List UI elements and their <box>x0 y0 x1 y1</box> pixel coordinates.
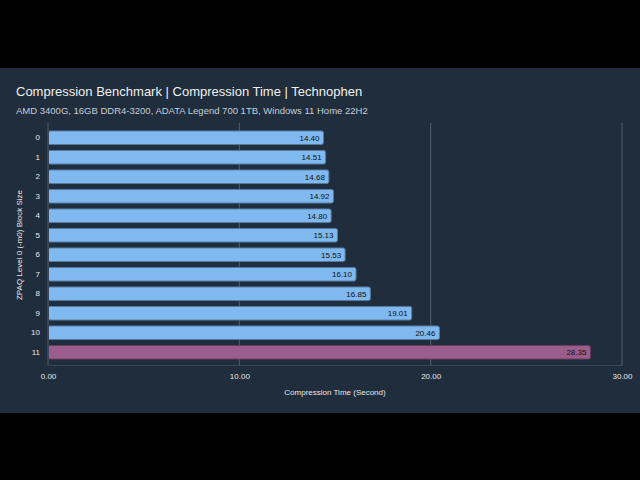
y-tick: 2 <box>36 172 48 181</box>
data-label: 19.01 <box>388 309 409 318</box>
subtitle: AMD 3400G, 16GB DDR4-3200, ADATA Legend … <box>16 105 368 116</box>
data-label: 16.10 <box>332 270 353 279</box>
y-tick: 8 <box>36 289 48 298</box>
y-tick-label: 5 <box>36 231 41 240</box>
data-label: 20.46 <box>415 329 436 338</box>
bar <box>48 228 337 242</box>
y-tick: 9 <box>36 309 48 318</box>
grid-line <box>48 123 49 365</box>
x-axis-line <box>49 365 623 366</box>
data-label: 16.85 <box>346 290 367 299</box>
y-tick-label: 4 <box>36 211 41 220</box>
y-tick-label: 3 <box>36 192 41 201</box>
data-label: 14.92 <box>309 192 330 201</box>
bar <box>48 170 329 184</box>
bar <box>48 287 370 301</box>
data-label: 15.13 <box>313 231 334 240</box>
data-label: 14.80 <box>307 212 328 221</box>
data-label: 14.68 <box>305 173 326 182</box>
x-tick: 0.00 <box>41 365 57 381</box>
grid <box>48 123 622 365</box>
y-axis: 0 1 2 3 4 5 6 7 8 9 10 11 <box>31 129 48 363</box>
bar <box>48 306 412 320</box>
y-tick: 4 <box>36 211 48 220</box>
y-tick: 6 <box>36 250 48 259</box>
x-tick-label: 10.00 <box>230 372 251 381</box>
bar <box>48 326 439 340</box>
bar <box>48 131 324 145</box>
bar <box>48 267 356 281</box>
bars <box>48 131 590 359</box>
y-tick-label: 6 <box>36 250 41 259</box>
data-label: 14.40 <box>299 134 320 143</box>
y-tick: 0 <box>36 133 48 142</box>
x-tick-label: 30.00 <box>612 372 633 381</box>
y-tick-label: 7 <box>36 270 41 279</box>
bar <box>48 189 333 203</box>
data-label: 14.51 <box>302 153 323 162</box>
y-tick: 11 <box>32 348 48 357</box>
bar <box>48 345 590 359</box>
y-tick: 7 <box>36 270 48 279</box>
y-tick-label: 11 <box>32 348 41 357</box>
grid-line <box>622 123 623 365</box>
y-tick-label: 0 <box>36 133 41 142</box>
data-labels: 14.40 14.51 14.68 14.92 14.80 15.13 15.53 16.10… <box>299 134 586 357</box>
data-label: 28.35 <box>566 348 587 357</box>
panel <box>0 68 640 413</box>
y-axis-title: ZPAQ Level 0 (-m0) Block Size <box>15 189 24 300</box>
x-tick-label: 20.00 <box>421 372 442 381</box>
chart: Compression Benchmark | Compression Time… <box>0 0 640 480</box>
y-tick-label: 8 <box>36 289 41 298</box>
title: Compression Benchmark | Compression Time… <box>16 84 362 99</box>
y-axis-line <box>48 129 49 363</box>
y-tick: 3 <box>36 192 48 201</box>
y-tick: 10 <box>31 328 48 337</box>
y-tick-label: 2 <box>36 172 41 181</box>
bar <box>48 209 331 223</box>
x-tick: 10.00 <box>230 365 251 381</box>
x-tick: 30.00 <box>612 365 633 381</box>
x-axis-title: Compression Time (Second) <box>284 388 386 397</box>
x-tick: 20.00 <box>421 365 442 381</box>
bar <box>48 248 345 262</box>
letterbox <box>0 0 640 480</box>
y-tick-label: 10 <box>31 328 40 337</box>
x-axis: 0.00 10.00 20.00 30.00 <box>41 365 633 381</box>
y-tick-label: 9 <box>36 309 41 318</box>
y-tick: 1 <box>36 153 48 162</box>
y-tick: 5 <box>36 231 48 240</box>
y-tick-label: 1 <box>36 153 41 162</box>
x-tick-label: 0.00 <box>41 372 57 381</box>
data-label: 15.53 <box>321 251 342 260</box>
bar <box>48 150 326 164</box>
